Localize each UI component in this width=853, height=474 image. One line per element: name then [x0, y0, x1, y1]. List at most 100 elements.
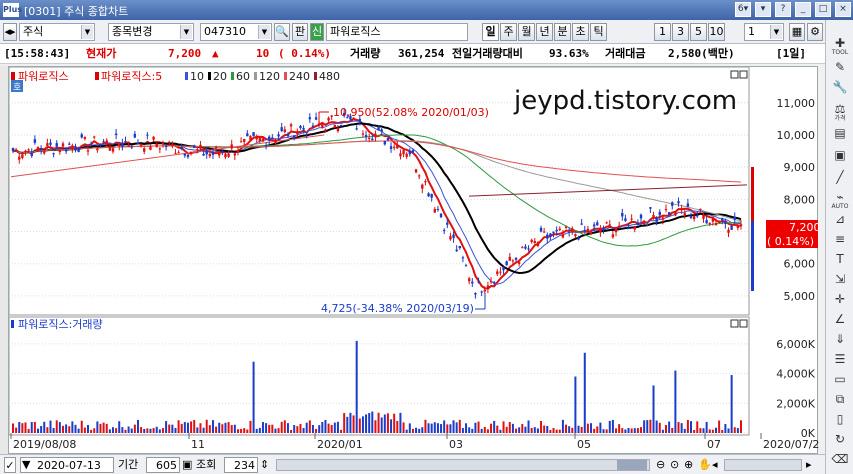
eraser-icon[interactable]: ⌫ — [831, 452, 849, 466]
volume-bar — [283, 420, 286, 433]
stock-name-field: 파워로직스 — [326, 23, 468, 41]
price-tool-icon[interactable]: ⚖ 가격 — [834, 102, 846, 122]
legend-ma-icon — [95, 72, 99, 80]
zoom-slider[interactable] — [724, 459, 802, 471]
legend-stock-name: 파워로직스 — [18, 70, 69, 83]
page-icon[interactable]: ▯ — [836, 412, 844, 426]
stock-change-select[interactable]: 종목변경 ▼ — [108, 23, 194, 41]
period-tab-1[interactable]: 주 — [500, 23, 517, 41]
tool-icon[interactable]: ✚ TOOL — [831, 36, 849, 56]
scrollbar-thumb[interactable] — [617, 460, 647, 470]
period-tab-2[interactable]: 월 — [518, 23, 535, 41]
panel-close-icon[interactable] — [739, 70, 748, 79]
help-icon[interactable]: ? — [775, 2, 791, 17]
spin-icon[interactable]: ⇕ — [260, 458, 270, 471]
candle-body — [505, 261, 508, 266]
volume-bar — [505, 426, 508, 433]
grid-icon[interactable]: ▦ — [789, 23, 805, 41]
candle-body — [177, 152, 180, 154]
pan-button[interactable]: 판 — [292, 23, 308, 41]
number-tab-1[interactable]: 1 — [654, 23, 671, 41]
document-icon[interactable]: ▤ — [834, 126, 846, 140]
download-icon[interactable]: ⇓ — [834, 332, 846, 346]
page-number-button[interactable]: 6▾ — [735, 2, 751, 17]
period-tab-5[interactable]: 초 — [572, 23, 589, 41]
trend-line-icon[interactable]: ╱ — [836, 170, 844, 184]
gear-icon[interactable]: ⚙ — [807, 23, 823, 41]
view-checkbox-icon[interactable]: ▣ — [182, 458, 193, 471]
market-select[interactable]: 주식 ▼ — [19, 23, 95, 41]
view-count-input[interactable]: 234 — [224, 457, 258, 473]
refresh-icon[interactable]: ↻ — [834, 432, 846, 446]
volume-bar — [190, 421, 193, 433]
number-tab-3[interactable]: 3 — [672, 23, 689, 41]
volume-bar — [327, 423, 330, 433]
volume-bar — [418, 428, 421, 433]
scrollbar[interactable] — [276, 459, 650, 471]
credit-badge: 신 — [310, 23, 324, 41]
checkbox[interactable]: ✓ — [4, 457, 16, 473]
pages-icon[interactable]: ⧉ — [835, 392, 845, 406]
price-tick-label: 9,000 — [784, 161, 816, 174]
stock-code-input[interactable]: 047310 ▼ — [200, 23, 272, 41]
zoom-reset-icon[interactable]: ⊙ — [670, 458, 680, 471]
panel-max-icon[interactable] — [730, 70, 739, 79]
pen-icon[interactable]: ✎ — [834, 60, 846, 74]
volume-bar — [358, 418, 361, 433]
candle-body — [683, 213, 686, 216]
volume-bar — [665, 425, 668, 433]
period-tab-3[interactable]: 년 — [536, 23, 553, 41]
maximize-button[interactable]: □ — [815, 2, 831, 17]
volume-bar — [530, 428, 533, 433]
hand-icon[interactable]: ✋ — [698, 458, 712, 471]
volume-bar — [415, 427, 418, 433]
ma-legend-swatch — [254, 72, 257, 80]
list-icon[interactable]: ☰ — [834, 352, 846, 366]
volume-bar — [580, 426, 583, 433]
text-icon[interactable]: T — [836, 252, 844, 266]
period-tab-6[interactable]: 틱 — [590, 23, 607, 41]
ma-legend-label: 10 — [190, 70, 204, 83]
angle-icon[interactable]: ∠ — [834, 312, 846, 326]
candle-body — [474, 292, 477, 295]
cross-icon[interactable]: ✛ — [834, 292, 846, 306]
arrow-tool-icon[interactable]: ⇲ — [834, 272, 846, 286]
save-icon[interactable]: ▭ — [834, 372, 846, 386]
number-tab-10[interactable]: 10 — [708, 23, 725, 41]
minimize-button[interactable]: _ — [795, 2, 811, 17]
fibonacci-icon[interactable]: ≡ — [834, 232, 846, 246]
volume-panel-max-icon[interactable] — [730, 319, 739, 328]
candle-body — [696, 215, 699, 217]
volume-bar — [683, 428, 686, 433]
wrench-icon[interactable]: 🔧 — [832, 80, 848, 94]
volume-bar — [140, 427, 143, 433]
candle-body — [74, 148, 77, 151]
measure-icon[interactable]: ⊿ — [834, 212, 846, 226]
date-input[interactable]: 2020-07-13 — [20, 457, 114, 473]
number-tab-5[interactable]: 5 — [690, 23, 707, 41]
camera-icon[interactable]: ▣ — [834, 148, 846, 162]
volume-panel-close-icon[interactable] — [739, 319, 748, 328]
arrows-icon[interactable]: ◂▸ — [3, 23, 17, 41]
volume-bar — [402, 422, 405, 433]
auto-icon[interactable]: ⌁ AUTO — [831, 190, 849, 210]
zoom-out-icon[interactable]: ⊖ — [656, 458, 666, 471]
candle-body — [261, 138, 265, 142]
calendar-dropdown-icon[interactable]: ▼ — [22, 458, 31, 471]
scroll-left-icon[interactable]: ◂ — [712, 458, 718, 471]
close-button[interactable]: × — [835, 2, 851, 17]
pin-icon[interactable]: ▾ — [755, 2, 771, 17]
volume-bar — [671, 428, 674, 433]
period-tab-4[interactable]: 분 — [554, 23, 571, 41]
period-input[interactable]: 605 — [146, 457, 180, 473]
candle-body — [433, 209, 437, 213]
scroll-right-icon[interactable]: ▸ — [806, 458, 812, 471]
period-tab-0[interactable]: 일 — [482, 23, 499, 41]
search-icon[interactable]: 🔍 — [274, 23, 290, 41]
zoom-in-icon[interactable]: ⊕ — [684, 458, 694, 471]
count-select[interactable]: 1 ▼ — [744, 23, 784, 41]
volume-bar — [686, 419, 689, 433]
volume-bar — [196, 427, 199, 433]
